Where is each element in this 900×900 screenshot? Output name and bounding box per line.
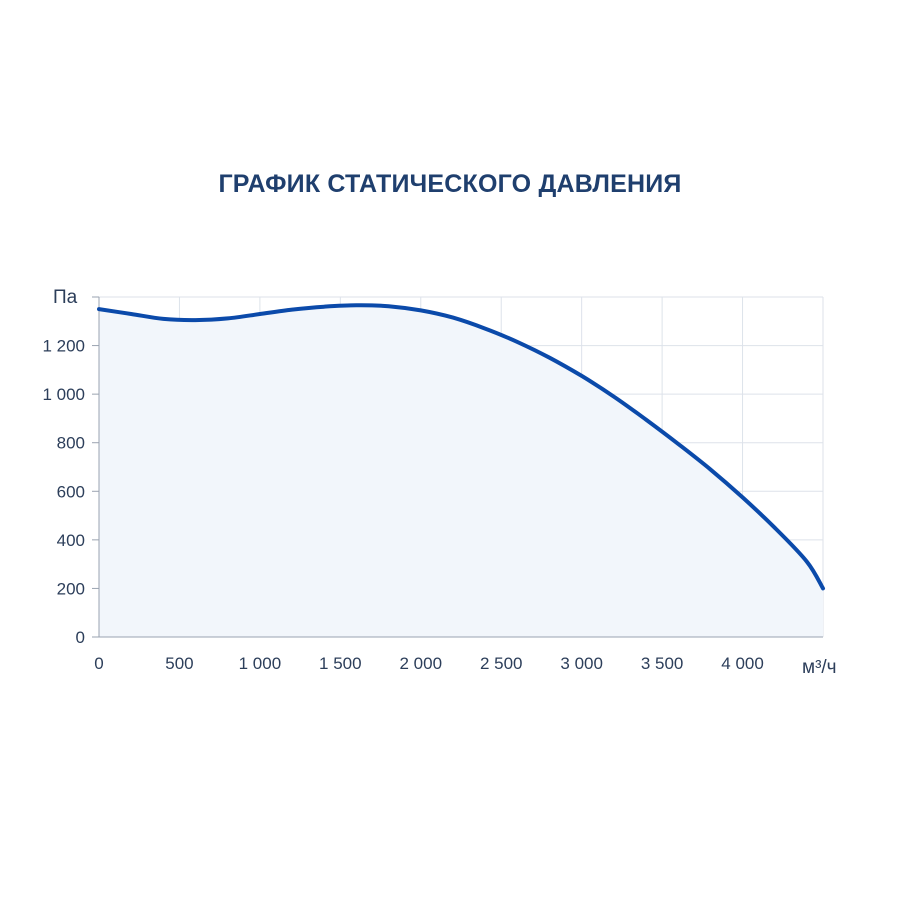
y-tick-label: 800 (57, 434, 85, 453)
y-tick-label: 200 (57, 579, 85, 598)
x-tick-label: 2 500 (480, 654, 523, 673)
y-tick-label: 400 (57, 531, 85, 550)
x-tick-label: 2 000 (400, 654, 443, 673)
y-tick-labels: 0 200 400 600 800 1 000 1 200 (42, 337, 85, 647)
y-axis-unit: Па (53, 287, 78, 308)
chart-title: ГРАФИК СТАТИЧЕСКОГО ДАВЛЕНИЯ (218, 170, 682, 198)
x-tick-label: 1 500 (319, 654, 362, 673)
x-tick-labels: 0 500 1 000 1 500 2 000 2 500 3 000 3 500 4 000 (94, 654, 764, 673)
x-tick-label: 0 (94, 654, 103, 673)
axes (92, 296, 823, 638)
area-fill (99, 305, 823, 637)
pressure-curve (97, 303, 825, 591)
y-tick-label: 0 (76, 628, 85, 647)
x-tick-label: 4 000 (721, 654, 764, 673)
y-tick-label: 600 (57, 482, 85, 501)
x-tick-label: 3 000 (560, 654, 603, 673)
y-tick-label: 1 000 (42, 385, 85, 404)
y-tick-label: 1 200 (42, 337, 85, 356)
x-tick-label: 500 (165, 654, 193, 673)
x-axis-unit: м³/ч (802, 657, 837, 678)
x-tick-label: 1 000 (239, 654, 282, 673)
x-tick-label: 3 500 (641, 654, 684, 673)
